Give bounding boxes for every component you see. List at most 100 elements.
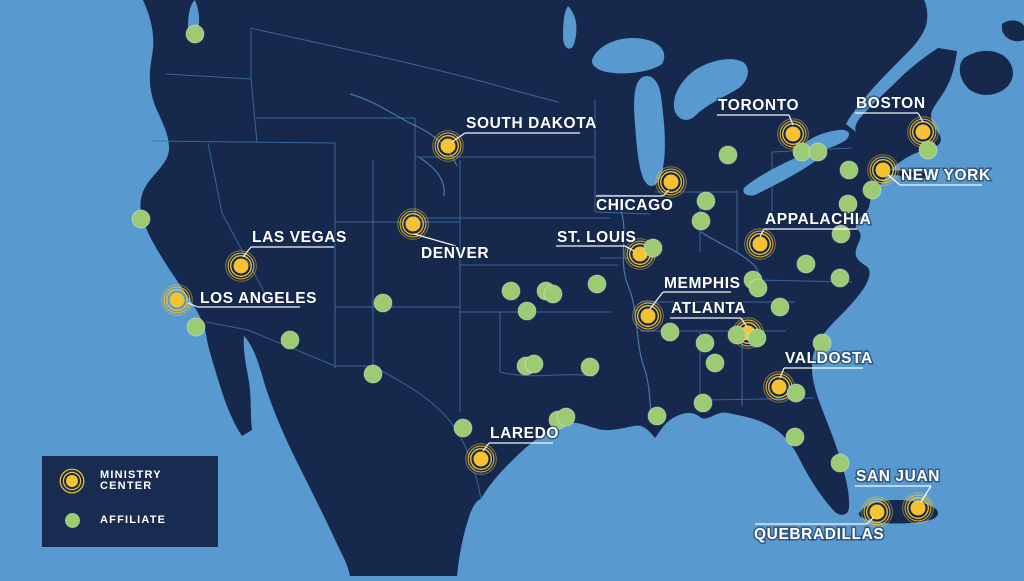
city-label-denver: DENVER [421, 245, 489, 262]
legend-label-ministry-center: MINISTRY CENTER [100, 469, 162, 492]
affiliate-marker-19 [660, 322, 680, 342]
dakota-river [419, 157, 445, 197]
affiliate-legend-icon-wrap [59, 508, 85, 532]
affiliate-marker-25 [786, 383, 806, 403]
legend-label-affiliate: AFFILIATE [100, 513, 167, 526]
affiliate-marker-17 [647, 406, 667, 426]
legend-row-ministry: MINISTRY CENTER [59, 469, 208, 493]
affiliate-marker-26 [785, 427, 805, 447]
label-leader-line-los-angeles [187, 302, 199, 308]
ministry-center-marker-laredo [465, 443, 497, 475]
city-label-chicago: CHICAGO [596, 197, 673, 214]
label-leader-line-quebradillas [866, 516, 875, 525]
ministry-center-marker-memphis [632, 300, 664, 332]
affiliate-marker-1 [131, 209, 151, 229]
affiliate-marker-21 [705, 353, 725, 373]
city-label-toronto: TORONTO [718, 97, 799, 114]
affiliate-marker-34 [839, 160, 859, 180]
legend: MINISTRY CENTER AFFILIATE [42, 456, 218, 547]
affiliate-marker-29 [796, 254, 816, 274]
city-label-memphis: MEMPHIS [664, 275, 741, 292]
affiliate-marker-35 [918, 140, 938, 160]
label-leader-line-memphis [649, 291, 664, 310]
city-label-st-louis: ST. LOUIS [557, 229, 636, 246]
lake-erie [743, 150, 821, 196]
ministry-center-marker-las-vegas [225, 250, 257, 282]
label-leader-line-south-dakota [451, 132, 466, 143]
label-leader-line-laredo [482, 442, 490, 452]
maritime-island [959, 50, 1013, 95]
city-label-san-juan: SAN JUAN [856, 468, 940, 485]
ministry-center-legend-icon-wrap [59, 469, 85, 493]
ministry-center-icon [66, 475, 78, 487]
label-leader-line-boston [917, 112, 924, 123]
city-label-appalachia: APPALACHIA [765, 211, 871, 228]
label-leader-line-toronto [788, 114, 794, 126]
affiliate-marker-3 [280, 330, 300, 350]
ministry-center-marker-quebradillas [861, 496, 893, 528]
affiliate-marker-20 [695, 333, 715, 353]
city-label-atlanta: ATLANTA [671, 300, 746, 317]
affiliate-marker-4 [373, 293, 393, 313]
city-label-boston: BOSTON [856, 95, 926, 112]
city-labels: SOUTH DAKOTA CHICAGO TORONTO BOSTON NEW YORK… [187, 94, 992, 545]
label-leader-line-appalachia [759, 228, 765, 238]
gulf-island [1002, 20, 1024, 42]
affiliate-marker-9 [543, 284, 563, 304]
affiliate-marker-10 [517, 301, 537, 321]
affiliate-marker-32 [838, 194, 858, 214]
affiliate-marker-37 [748, 278, 768, 298]
affiliate-marker-38 [718, 145, 738, 165]
affiliate-markers [131, 24, 938, 473]
ohio-river [700, 231, 759, 277]
ministry-center-marker-appalachia [744, 228, 776, 260]
affiliate-marker-43 [643, 238, 663, 258]
affiliate-marker-18 [693, 393, 713, 413]
affiliate-marker-13 [524, 354, 544, 374]
affiliate-marker-11 [587, 274, 607, 294]
city-label-quebradillas: QUEBRADILLAS [754, 526, 884, 543]
affiliate-marker-27 [830, 453, 850, 473]
affiliate-marker-22 [727, 325, 747, 345]
ministry-center-marker-chicago [655, 166, 687, 198]
ministry-center-marker-los-angeles [161, 284, 193, 316]
affiliate-marker-2 [186, 317, 206, 337]
affiliate-marker-24 [770, 297, 790, 317]
label-leader-line-san-juan [920, 485, 932, 503]
ministry-center-markers [161, 116, 939, 528]
label-leader-line-atlanta [740, 317, 748, 328]
label-leader-line-new-york [887, 174, 901, 186]
label-leader-line-st-louis [624, 245, 635, 252]
affiliate-icon [64, 512, 80, 528]
lake-superior [592, 37, 665, 74]
city-label-los-angeles: LOS ANGELES [200, 290, 317, 307]
city-label-new-york: NEW YORK [901, 167, 991, 184]
affiliate-marker-30 [830, 268, 850, 288]
affiliate-marker-0 [185, 24, 205, 44]
legend-row-affiliate: AFFILIATE [59, 508, 208, 532]
affiliate-marker-5 [363, 364, 383, 384]
ministry-center-marker-denver [397, 208, 429, 240]
lake-michigan [634, 76, 665, 187]
affiliate-marker-39 [792, 142, 812, 162]
city-label-south-dakota: SOUTH DAKOTA [466, 115, 597, 132]
affiliate-marker-28 [812, 333, 832, 353]
affiliate-marker-40 [808, 142, 828, 162]
affiliate-marker-7 [501, 281, 521, 301]
label-leader-line-denver [413, 233, 457, 247]
affiliate-marker-33 [862, 180, 882, 200]
lake-winnipeg [563, 6, 577, 49]
city-label-laredo: LAREDO [490, 425, 559, 442]
ministry-center-marker-new-york [867, 154, 899, 186]
ministry-center-marker-south-dakota [432, 130, 464, 162]
label-leader-line-chicago [662, 189, 670, 197]
affiliate-marker-6 [453, 418, 473, 438]
lake-huron [673, 59, 748, 120]
long-island [888, 170, 931, 178]
affiliate-marker-42 [691, 211, 711, 231]
affiliate-marker-16 [556, 407, 576, 427]
affiliate-marker-14 [580, 357, 600, 377]
affiliate-marker-41 [696, 191, 716, 211]
label-leader-line-valdosta [779, 367, 785, 379]
